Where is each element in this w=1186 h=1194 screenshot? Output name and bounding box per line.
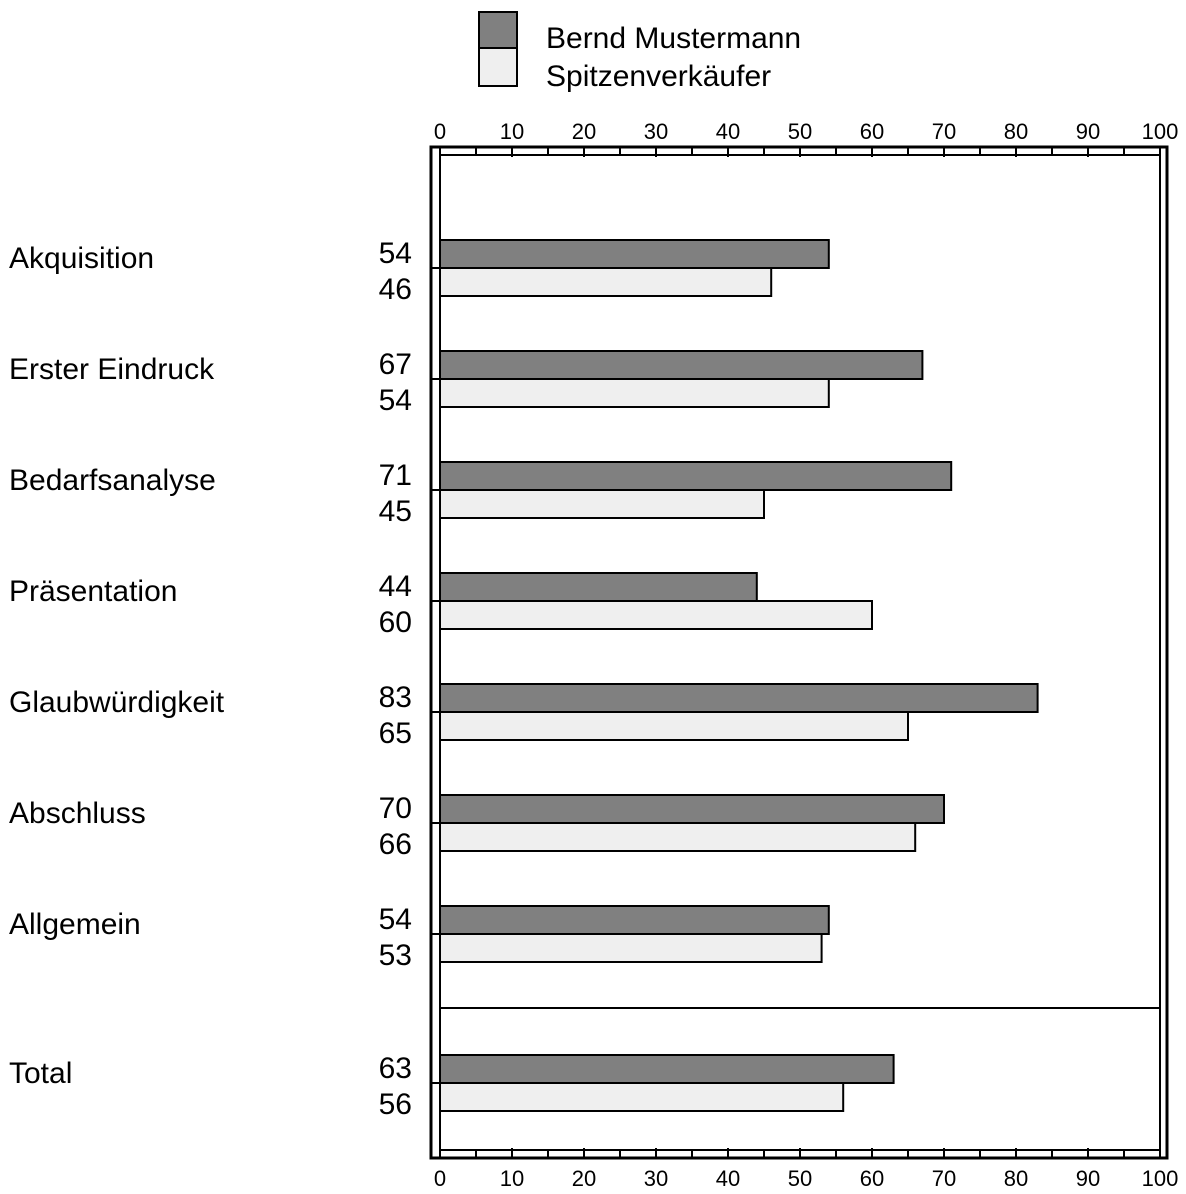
tick-label-top: 50 <box>788 119 812 144</box>
value-label-series-2: 45 <box>379 495 412 528</box>
tick-label-bottom: 0 <box>434 1166 446 1191</box>
category-label: Abschluss <box>9 797 146 830</box>
value-label-series-1: 54 <box>379 903 412 936</box>
bar-series-2 <box>439 1082 845 1112</box>
axis-ticks <box>439 147 1161 1158</box>
tick-label-top: 40 <box>716 119 740 144</box>
value-label-series-2: 46 <box>379 273 412 306</box>
category-label: Erster Eindruck <box>9 353 215 386</box>
value-label-series-2: 66 <box>379 828 412 861</box>
bar-series-1 <box>439 572 758 602</box>
value-label-series-1: 63 <box>379 1052 412 1085</box>
tick-label-top: 60 <box>860 119 884 144</box>
bar-series-2 <box>439 933 823 963</box>
bar-series-1 <box>439 1054 895 1084</box>
category-label: Präsentation <box>9 575 177 608</box>
tick-label-top: 30 <box>644 119 668 144</box>
bar-series-2 <box>439 489 765 519</box>
category-label: Akquisition <box>9 242 154 275</box>
value-label-series-2: 54 <box>379 384 412 417</box>
bar-series-1 <box>439 239 830 269</box>
legend: Bernd Mustermann Spitzenverkäufer <box>478 11 801 93</box>
value-label-series-1: 44 <box>379 570 412 603</box>
tick-label-bottom: 60 <box>860 1166 884 1191</box>
axis-tick-labels: 0 0 10 10 20 20 30 30 40 40 50 50 60 60 70 70 80 80 90 90 10… <box>434 119 1178 1191</box>
value-label-series-2: 65 <box>379 717 412 750</box>
tick-label-top: 20 <box>572 119 596 144</box>
value-label-series-1: 67 <box>379 348 412 381</box>
tick-label-top: 80 <box>1004 119 1028 144</box>
tick-label-bottom: 100 <box>1142 1166 1179 1191</box>
tick-label-top: 90 <box>1076 119 1100 144</box>
tick-label-bottom: 10 <box>500 1166 524 1191</box>
bar-series-2 <box>439 822 917 852</box>
category-label: Allgemein <box>9 908 141 941</box>
tick-label-bottom: 20 <box>572 1166 596 1191</box>
bar-series-2 <box>439 600 873 630</box>
value-label-series-1: 54 <box>379 237 412 270</box>
tick-label-bottom: 80 <box>1004 1166 1028 1191</box>
value-label-series-2: 56 <box>379 1088 412 1121</box>
bar-series-1 <box>439 350 924 380</box>
tick-label-bottom: 50 <box>788 1166 812 1191</box>
bar-series-1 <box>439 461 953 491</box>
legend-swatch-series-1 <box>478 11 518 49</box>
frame-outer <box>429 145 1169 1160</box>
category-label: Glaubwürdigkeit <box>9 686 225 719</box>
bar-series-1 <box>439 794 945 824</box>
bar-series-2 <box>439 267 773 297</box>
tick-label-bottom: 30 <box>644 1166 668 1191</box>
tick-label-top: 100 <box>1142 119 1179 144</box>
category-label: Bedarfsanalyse <box>9 464 216 497</box>
tick-label-bottom: 90 <box>1076 1166 1100 1191</box>
value-label-series-2: 60 <box>379 606 412 639</box>
bar-series-1 <box>439 683 1039 713</box>
tick-label-top: 70 <box>932 119 956 144</box>
tick-label-top: 10 <box>500 119 524 144</box>
value-label-series-1: 71 <box>379 459 412 492</box>
tick-label-top: 0 <box>434 119 446 144</box>
value-label-series-1: 70 <box>379 792 412 825</box>
legend-swatch-series-2 <box>478 47 518 87</box>
bar-series-1 <box>439 905 830 935</box>
tick-label-bottom: 40 <box>716 1166 740 1191</box>
frame-inner <box>439 154 1161 1151</box>
bar-series-2 <box>439 378 830 408</box>
legend-label-series-1: Bernd Mustermann <box>546 22 801 55</box>
bar-series-2 <box>439 711 909 741</box>
category-label: Total <box>9 1057 72 1090</box>
value-label-series-1: 83 <box>379 681 412 714</box>
legend-label-series-2: Spitzenverkäufer <box>546 60 771 93</box>
value-label-series-2: 53 <box>379 939 412 972</box>
tick-label-bottom: 70 <box>932 1166 956 1191</box>
